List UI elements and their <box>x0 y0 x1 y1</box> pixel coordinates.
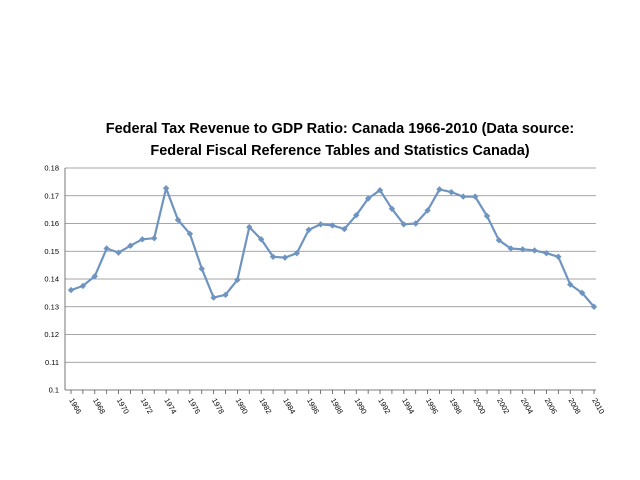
x-tick-label-1988: 1988 <box>329 397 345 416</box>
x-tick-label-1994: 1994 <box>400 397 416 416</box>
data-point-1997 <box>436 186 443 193</box>
y-tick-label-0.15: 0.15 <box>44 247 59 256</box>
data-point-1968 <box>91 273 98 280</box>
x-tick-label-1980: 1980 <box>234 397 250 416</box>
data-point-1971 <box>127 242 134 249</box>
x-tick-label-2002: 2002 <box>495 397 511 416</box>
x-tick-label-1974: 1974 <box>162 397 178 416</box>
y-tick-label-0.13: 0.13 <box>44 302 59 311</box>
y-tick-label-0.11: 0.11 <box>45 358 59 367</box>
data-point-1988 <box>329 222 336 229</box>
x-tick-label-1968: 1968 <box>91 397 107 416</box>
data-point-1998 <box>448 188 455 196</box>
x-tick-label-1996: 1996 <box>424 397 440 416</box>
data-point-1967 <box>79 282 87 290</box>
x-tick-label-2008: 2008 <box>566 397 582 416</box>
x-tick-label-2004: 2004 <box>519 397 535 416</box>
chart-title-line-1: Federal Tax Revenue to GDP Ratio: Canada… <box>105 121 575 137</box>
series-line-0 <box>70 187 595 308</box>
chart-title: Federal Tax Revenue to GDP Ratio: Canada… <box>40 118 640 162</box>
x-tick-label-1966: 1966 <box>67 397 83 416</box>
data-point-1970 <box>115 249 122 256</box>
data-point-1983 <box>269 253 277 260</box>
x-axis-ticks <box>70 390 595 394</box>
x-tick-label-1976: 1976 <box>186 397 202 416</box>
grid-lines <box>64 167 596 391</box>
x-tick-label-1998: 1998 <box>448 397 464 416</box>
data-point-1974 <box>162 185 170 192</box>
data-point-1994 <box>400 221 408 228</box>
data-point-1996 <box>424 207 431 214</box>
data-point-1973 <box>151 235 158 242</box>
data-point-1972 <box>139 236 146 243</box>
y-tick-label-0.12: 0.12 <box>44 330 59 339</box>
data-point-1981 <box>246 223 253 231</box>
data-point-2010 <box>590 303 598 310</box>
x-tick-label-2010: 2010 <box>590 397 606 416</box>
x-axis-tick-labels: 1966 1968 1970 1972 1974 1976 1978 1980 1982 1984… <box>67 397 606 416</box>
series-layer <box>67 185 598 310</box>
x-tick-label-1992: 1992 <box>376 397 392 416</box>
data-point-2002 <box>495 236 503 244</box>
y-tick-label-0.1: 0.1 <box>49 386 59 395</box>
x-tick-label-1984: 1984 <box>281 397 297 416</box>
y-tick-label-0.14: 0.14 <box>44 275 59 284</box>
data-point-2001 <box>483 212 491 220</box>
data-point-1990 <box>353 211 360 219</box>
x-tick-label-1978: 1978 <box>210 397 226 416</box>
y-tick-label-0.16: 0.16 <box>44 219 59 228</box>
data-point-2003 <box>507 245 514 252</box>
data-point-1985 <box>293 249 301 257</box>
data-point-1984 <box>281 254 289 261</box>
data-point-1991 <box>364 195 372 202</box>
data-point-2006 <box>543 249 550 257</box>
x-tick-label-1990: 1990 <box>353 397 369 416</box>
y-tick-label-0.18: 0.18 <box>44 164 59 173</box>
data-point-1993 <box>388 205 396 212</box>
data-point-1987 <box>317 221 324 228</box>
x-tick-label-1972: 1972 <box>139 397 155 416</box>
data-point-1978 <box>210 294 217 301</box>
y-tick-label-0.17: 0.17 <box>44 191 59 200</box>
data-point-1980 <box>234 276 241 284</box>
data-point-1986 <box>305 226 312 234</box>
x-tick-label-1970: 1970 <box>115 397 131 416</box>
data-point-1995 <box>412 220 419 227</box>
x-tick-label-1986: 1986 <box>305 397 321 416</box>
y-axis-tick-labels: 0.1 0.11 0.12 0.13 0.14 0.15 0.16 0.17 0.18 <box>44 164 59 395</box>
data-point-1977 <box>198 265 205 272</box>
data-point-1982 <box>257 236 265 243</box>
data-point-1975 <box>174 216 182 224</box>
x-tick-label-2006: 2006 <box>543 397 559 416</box>
data-point-1969 <box>103 245 110 252</box>
data-point-2004 <box>519 246 526 253</box>
data-point-2009 <box>578 289 586 297</box>
data-point-2005 <box>531 247 538 254</box>
data-point-1979 <box>222 291 229 299</box>
data-point-1976 <box>186 230 194 237</box>
chart-title-line-2: Federal Fiscal Reference Tables and Stat… <box>150 143 530 159</box>
x-tick-label-2000: 2000 <box>471 397 487 416</box>
data-point-2008 <box>567 281 574 288</box>
data-point-1992 <box>376 187 384 194</box>
data-point-1966 <box>67 286 75 294</box>
data-point-2007 <box>555 253 562 260</box>
data-point-1989 <box>341 225 348 233</box>
data-point-1999 <box>460 193 467 200</box>
x-tick-label-1982: 1982 <box>257 397 273 416</box>
data-point-2000 <box>471 193 479 200</box>
